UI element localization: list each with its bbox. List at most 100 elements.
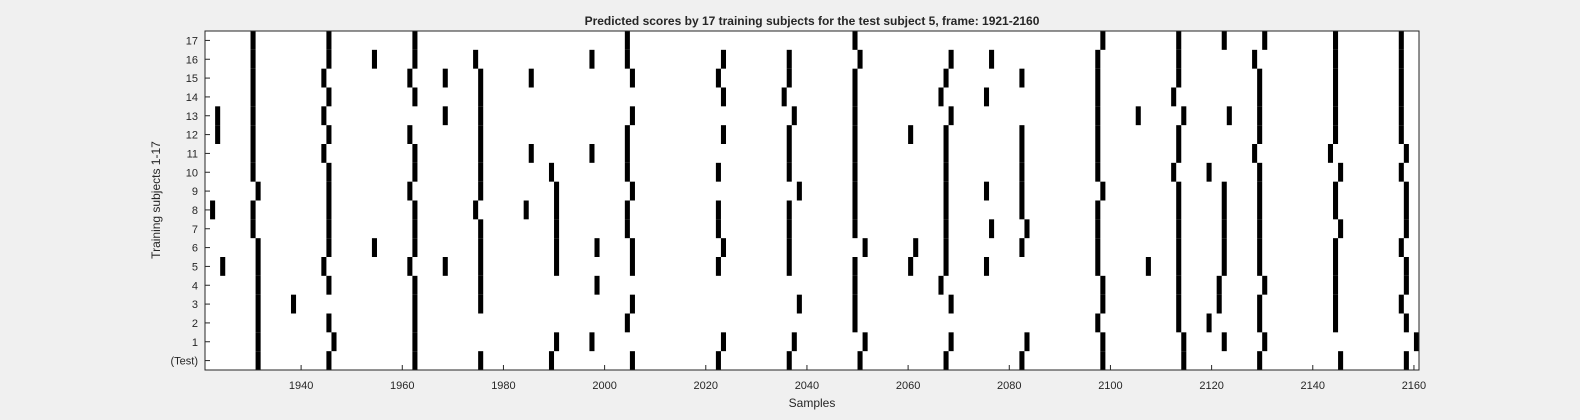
event-mark: [629, 106, 635, 126]
x-tick-label: 2060: [896, 380, 920, 392]
event-mark: [554, 238, 560, 257]
event-mark: [554, 181, 560, 201]
event-mark: [1176, 275, 1182, 295]
event-mark: [1226, 106, 1232, 126]
event-mark: [250, 106, 256, 126]
event-mark: [250, 31, 256, 50]
event-mark: [786, 49, 792, 69]
y-tick-label: 16: [186, 54, 198, 66]
event-mark: [943, 162, 949, 182]
y-tick-label: 3: [192, 299, 198, 311]
event-mark: [1100, 294, 1106, 314]
event-mark: [1257, 87, 1263, 107]
event-mark: [624, 125, 630, 144]
event-mark: [1403, 351, 1409, 370]
event-mark: [1206, 162, 1212, 182]
event-mark: [1176, 313, 1182, 333]
y-tick-label: 6: [192, 243, 198, 255]
plot-area: [205, 31, 1419, 370]
event-mark: [1333, 313, 1339, 333]
event-mark: [589, 144, 595, 163]
event-mark: [1257, 257, 1263, 276]
event-mark: [1398, 294, 1404, 314]
event-mark: [220, 257, 226, 276]
event-mark: [1176, 238, 1182, 257]
event-mark: [554, 257, 560, 276]
event-mark: [938, 275, 944, 295]
event-mark: [1019, 125, 1025, 144]
event-mark: [948, 332, 954, 352]
event-mark: [943, 200, 949, 220]
event-mark: [255, 351, 261, 370]
event-mark: [1327, 144, 1334, 163]
event-mark: [1095, 144, 1101, 163]
event-mark: [1019, 162, 1025, 182]
event-mark: [1171, 87, 1177, 107]
event-mark: [1333, 31, 1339, 50]
event-mark: [1095, 49, 1101, 69]
event-mark: [1221, 219, 1227, 239]
event-mark: [1019, 200, 1025, 220]
event-mark: [857, 351, 863, 370]
x-tick-label: 2080: [997, 380, 1021, 392]
event-mark: [1398, 106, 1404, 126]
event-mark: [1338, 219, 1344, 239]
event-mark: [786, 238, 792, 257]
event-mark: [715, 351, 721, 370]
event-mark: [554, 219, 560, 239]
event-mark: [1333, 294, 1339, 314]
event-mark: [1095, 200, 1101, 220]
event-mark: [255, 313, 261, 333]
event-mark: [786, 125, 792, 144]
event-mark: [989, 49, 995, 69]
event-mark: [326, 125, 332, 144]
event-mark: [1257, 106, 1263, 126]
event-mark: [215, 125, 221, 144]
chart-title: Predicted scores by 17 training subjects…: [585, 14, 1040, 28]
event-mark: [948, 49, 954, 69]
event-mark: [715, 257, 721, 276]
event-mark: [1019, 351, 1025, 370]
event-mark: [412, 31, 418, 50]
event-mark: [852, 275, 858, 295]
event-mark: [1257, 238, 1263, 257]
event-mark: [629, 68, 635, 88]
event-mark: [1262, 332, 1268, 352]
event-mark: [1262, 31, 1268, 50]
y-tick-label: 5: [192, 261, 198, 273]
event-mark: [715, 219, 721, 239]
y-tick-label: 9: [192, 186, 198, 198]
event-mark: [255, 238, 261, 257]
event-mark: [852, 144, 858, 163]
event-mark: [857, 49, 863, 69]
event-mark: [1176, 219, 1182, 239]
event-mark: [852, 125, 858, 144]
y-tick-label: 2: [192, 318, 198, 330]
x-tick-label: 1940: [289, 380, 313, 392]
event-mark: [255, 294, 261, 314]
event-mark: [852, 181, 858, 201]
event-mark: [1262, 275, 1268, 295]
event-mark: [1095, 162, 1101, 182]
event-mark: [478, 87, 484, 107]
event-mark: [1176, 294, 1182, 314]
event-mark: [1403, 181, 1409, 201]
event-mark: [1221, 181, 1227, 201]
event-mark: [442, 257, 448, 276]
event-mark: [1095, 238, 1101, 257]
event-mark: [1019, 68, 1025, 88]
event-mark: [255, 181, 261, 201]
event-mark: [326, 162, 332, 182]
event-mark: [1257, 68, 1263, 88]
event-mark: [624, 200, 630, 220]
event-mark: [1333, 181, 1339, 201]
event-mark: [943, 68, 949, 88]
x-axis-ticks: 1940 1960 1980 2000 2020 2040 2060 2080 2100 2120…: [289, 365, 1426, 392]
event-mark: [478, 294, 484, 314]
event-mark: [478, 181, 484, 201]
event-mark: [1398, 125, 1404, 144]
event-mark: [1171, 162, 1177, 182]
event-mark: [412, 294, 418, 314]
